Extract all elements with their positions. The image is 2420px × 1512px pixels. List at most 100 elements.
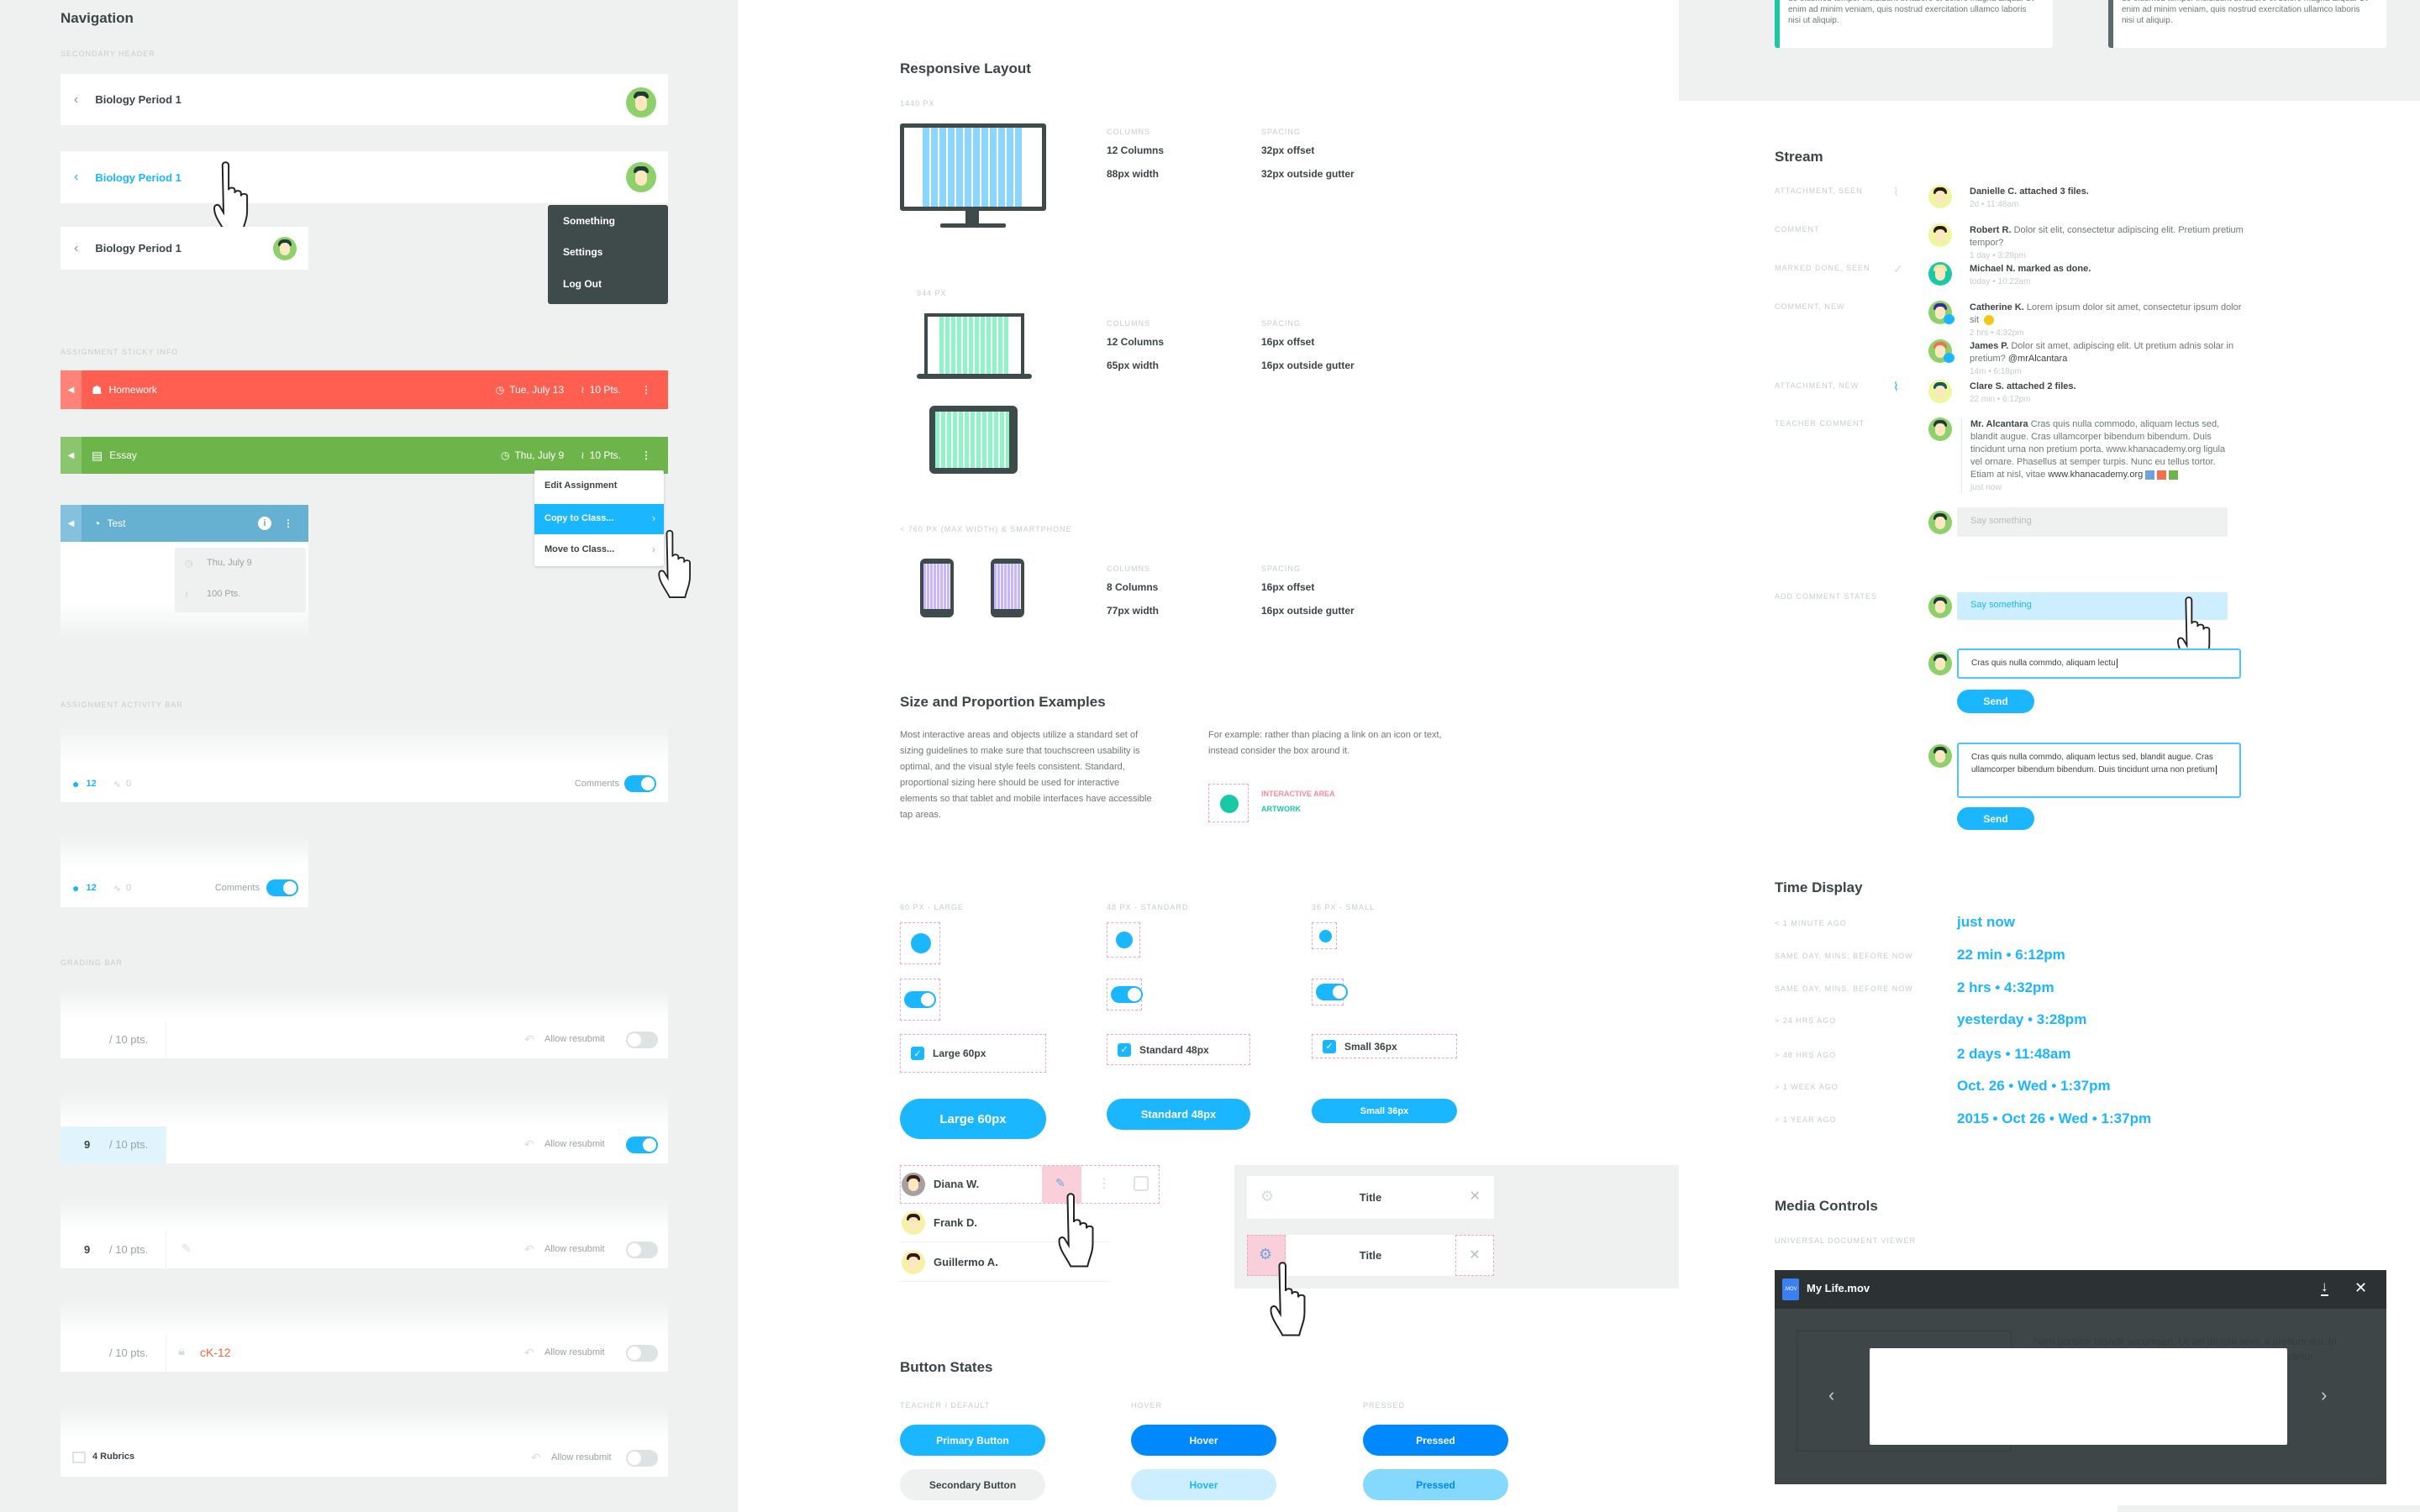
edit-button[interactable]: ✎	[1042, 1166, 1081, 1203]
attachment-thumbnail-icon[interactable]	[2169, 470, 2179, 480]
allow-resubmit-toggle[interactable]	[626, 1450, 658, 1467]
size-label: 60 PX - LARGE	[900, 903, 965, 911]
primary-button[interactable]: Hover	[1131, 1425, 1276, 1456]
menu-item-copy-to-class[interactable]: Copy to Class...	[544, 513, 614, 523]
mention-link[interactable]: @mrAlcantara	[2007, 354, 2068, 364]
comments-toggle[interactable]	[266, 879, 298, 896]
close-icon[interactable]: ✕	[1469, 1189, 1481, 1204]
checkbox-checked-icon[interactable]: ✓	[1118, 1042, 1131, 1057]
secondary-button[interactable]: Hover	[1131, 1469, 1276, 1500]
gear-icon[interactable]: ⚙	[1260, 1188, 1275, 1205]
size-button[interactable]: Large 60px	[900, 1099, 1046, 1139]
student-row[interactable]: Guillermo A.	[900, 1243, 1110, 1282]
author-name[interactable]: Michael N.	[1970, 264, 2016, 274]
score-cell[interactable]: / 10 pts.	[60, 1335, 166, 1372]
score-cell[interactable]: 9 / 10 pts.	[60, 1231, 166, 1268]
pencil-icon[interactable]: ✎	[182, 1242, 192, 1255]
menu-item-log-out[interactable]: Log Out	[563, 278, 602, 290]
author-name[interactable]: Catherine K.	[1970, 302, 2024, 312]
interactive-area-box[interactable]	[1107, 922, 1140, 958]
comment-input[interactable]: Say something	[1957, 507, 2228, 537]
author-name[interactable]: Robert R.	[1970, 225, 2012, 235]
close-icon[interactable]: ✕	[2354, 1279, 2368, 1296]
author-name[interactable]: Clare S.	[1970, 381, 2004, 391]
undo-icon: ↶	[524, 1137, 534, 1151]
size-button[interactable]: Standard 48px	[1107, 1099, 1250, 1130]
collapse-caret-icon[interactable]: ◀	[60, 437, 82, 474]
student-row[interactable]: Diana W.	[900, 1165, 1034, 1204]
attachment-thumbnail-icon[interactable]	[2145, 470, 2155, 480]
previous-chevron-icon[interactable]: ‹	[1828, 1384, 1835, 1405]
allow-resubmit-toggle[interactable]	[626, 1032, 658, 1048]
download-icon[interactable]: ↓	[2321, 1278, 2328, 1296]
primary-button[interactable]: Primary Button	[900, 1425, 1045, 1456]
avatar[interactable]	[273, 237, 297, 260]
send-button[interactable]: Send	[1957, 690, 2034, 713]
author-name[interactable]: James P.	[1970, 341, 2009, 351]
header-title[interactable]: Biology Period 1	[95, 93, 182, 106]
checkbox-area[interactable]: ✓ Small 36px	[1312, 1034, 1457, 1058]
size-button[interactable]: Small 36px	[1312, 1099, 1457, 1123]
kebab-menu-icon[interactable]: ⋮	[641, 449, 651, 461]
collapse-caret-icon[interactable]: ◀	[60, 505, 82, 542]
interactive-area-box[interactable]	[900, 922, 940, 964]
stream-type-label: ATTACHMENT, NEW	[1775, 381, 1860, 390]
attachment-thumbnail-icon[interactable]	[2157, 470, 2167, 480]
ck12-logo: cK-12	[200, 1346, 231, 1359]
toggle-switch[interactable]	[1316, 984, 1348, 1000]
author-name[interactable]: Danielle C.	[1970, 186, 2018, 197]
media-player[interactable]	[1870, 1348, 2287, 1445]
secondary-button[interactable]: Pressed	[1363, 1469, 1508, 1500]
header-title[interactable]: Biology Period 1	[95, 171, 182, 184]
send-button[interactable]: Send	[1957, 807, 2034, 830]
student-row[interactable]: Frank D.	[900, 1204, 1110, 1242]
close-icon[interactable]: ✕	[1455, 1235, 1494, 1276]
primary-button[interactable]: Pressed	[1363, 1425, 1508, 1456]
back-chevron-icon[interactable]: ‹	[74, 240, 79, 255]
rubrics-link[interactable]: 4 Rubrics	[92, 1452, 135, 1462]
checkbox-label: Small 36px	[1344, 1040, 1397, 1053]
score-value[interactable]: 9	[84, 1243, 91, 1256]
kebab-menu-icon[interactable]: ⋮	[1098, 1176, 1110, 1189]
comment-input-focused[interactable]: Cras quis nulla commdo, aliquam lectu	[1957, 648, 2241, 679]
score-value[interactable]: 9	[84, 1138, 91, 1151]
score-cell[interactable]: / 10 pts.	[60, 1021, 166, 1058]
comment-input-hover[interactable]: Say something	[1957, 592, 2228, 620]
secondary-button[interactable]: Secondary Button	[900, 1469, 1045, 1500]
menu-item-settings[interactable]: Settings	[563, 246, 603, 258]
collapse-caret-icon[interactable]: ◀	[60, 370, 82, 409]
entry-time: 2 hrs • 4:32pm	[1970, 328, 2024, 338]
header-title[interactable]: Biology Period 1	[95, 242, 182, 255]
menu-item-edit-assignment[interactable]: Edit Assignment	[544, 480, 618, 491]
kebab-menu-icon[interactable]: ⋮	[641, 384, 651, 396]
kebab-menu-icon[interactable]: ⋮	[283, 517, 293, 529]
score-cell[interactable]: 9 / 10 pts.	[60, 1126, 166, 1163]
checkbox-checked-icon[interactable]: ✓	[1323, 1039, 1336, 1053]
stream-title: Stream	[1775, 149, 1823, 165]
info-icon[interactable]: i	[258, 517, 271, 530]
avatar[interactable]	[626, 162, 656, 192]
allow-resubmit-toggle[interactable]	[626, 1137, 658, 1153]
comments-toggle[interactable]	[624, 775, 656, 792]
allow-resubmit-toggle[interactable]	[626, 1242, 658, 1258]
comment-textarea[interactable]: Cras quis nulla commdo, aliquam lectus s…	[1957, 743, 2241, 798]
back-chevron-icon[interactable]: ‹	[74, 92, 79, 107]
url-link[interactable]: www.khanacademy.org	[2048, 470, 2144, 480]
essay-sticky-bar: ◀ ▤ Essay ◷ Thu, July 9 ≀ 10 Pts. ⋮	[60, 437, 668, 474]
next-chevron-icon[interactable]: ›	[2321, 1384, 2328, 1405]
entry-text: attached 3 files.	[2019, 186, 2089, 197]
back-chevron-icon[interactable]: ‹	[74, 170, 79, 184]
menu-item-something[interactable]: Something	[563, 215, 615, 227]
interactive-area-box[interactable]	[1312, 922, 1337, 949]
toggle-switch[interactable]	[1111, 986, 1143, 1003]
author-name[interactable]: Mr. Alcantara	[1970, 419, 2028, 429]
checkbox-area[interactable]: ✓ Standard 48px	[1107, 1034, 1250, 1065]
checkbox-checked-icon[interactable]: ✓	[911, 1047, 924, 1060]
allow-resubmit-toggle[interactable]	[626, 1345, 658, 1362]
checkbox-area[interactable]: ✓ Large 60px	[900, 1034, 1046, 1073]
select-checkbox[interactable]	[1134, 1176, 1149, 1191]
avatar-dropdown-menu: Something Settings Log Out	[548, 205, 668, 304]
avatar[interactable]	[626, 87, 656, 118]
toggle-switch[interactable]	[904, 991, 936, 1008]
menu-item-move-to-class[interactable]: Move to Class...	[544, 544, 615, 554]
